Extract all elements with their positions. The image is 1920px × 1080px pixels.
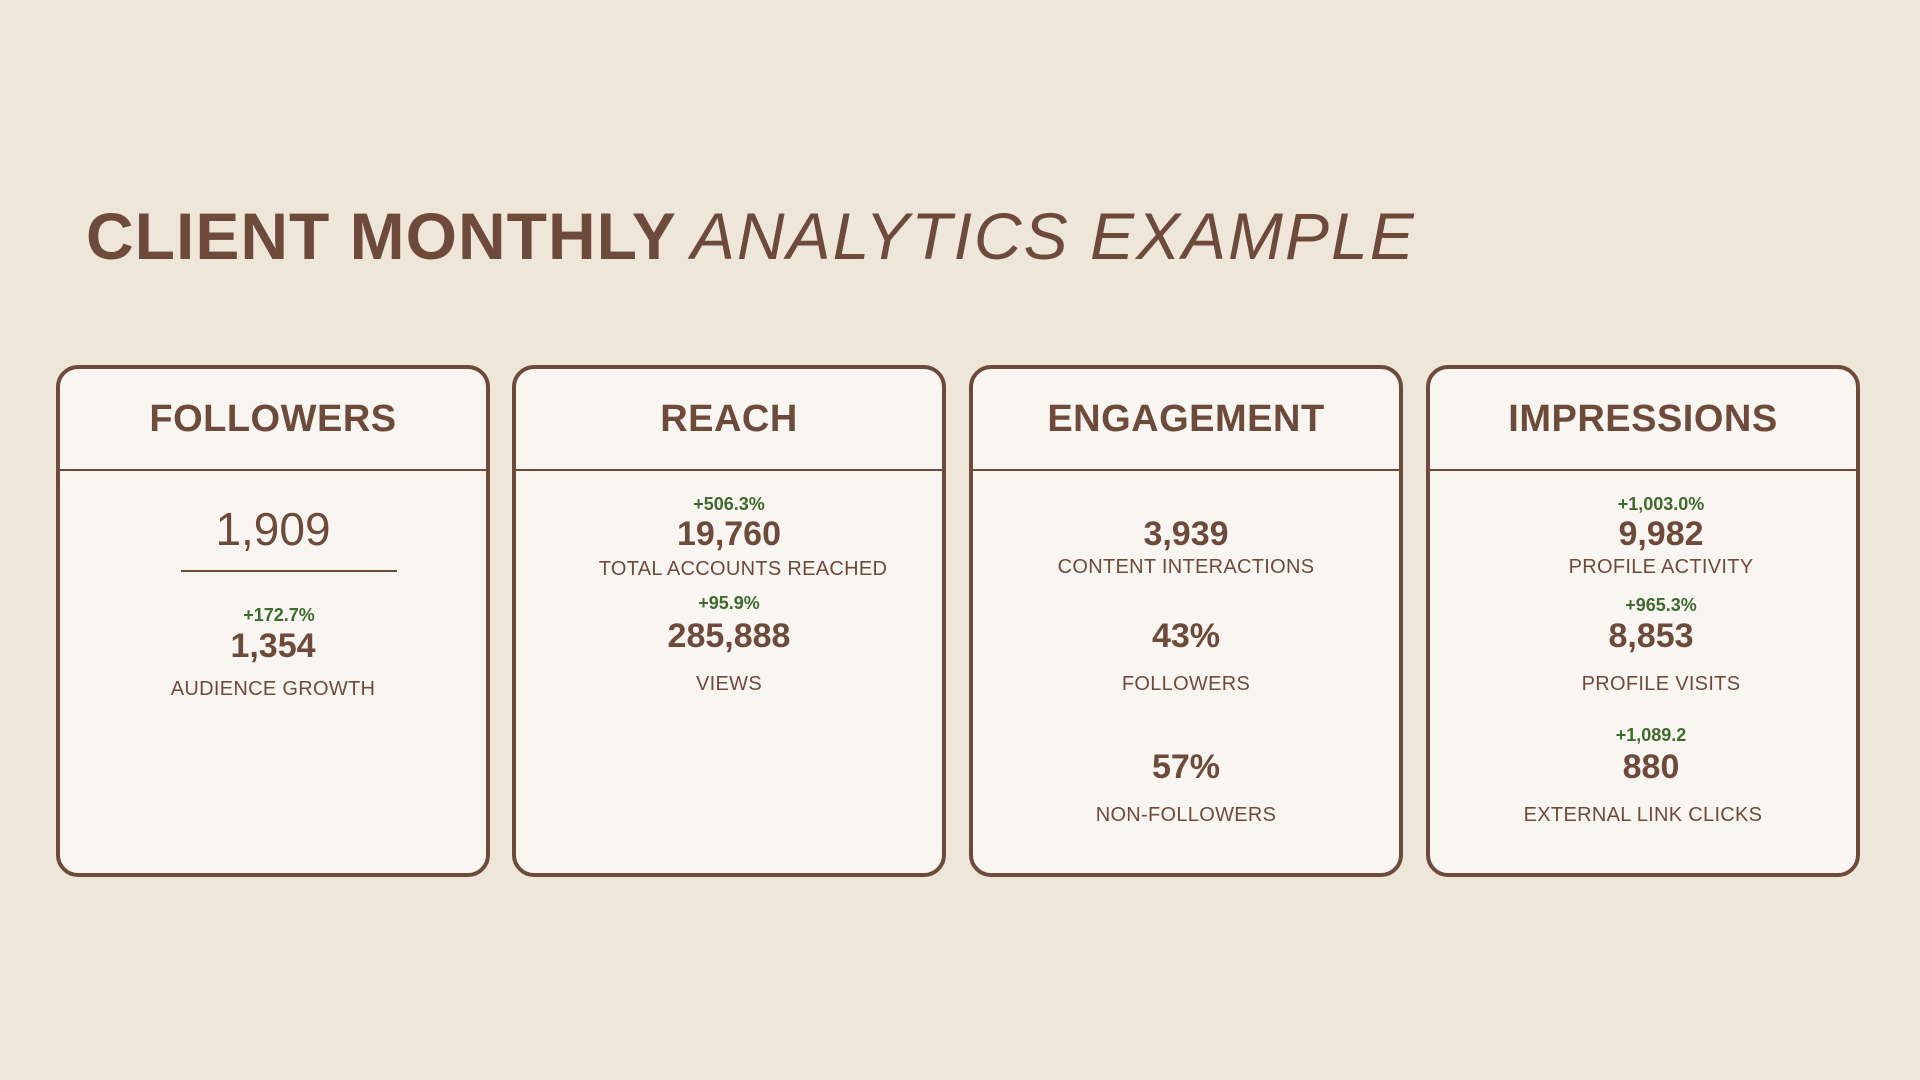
metric-label: PROFILE VISITS <box>1581 673 1741 695</box>
followers-card: FOLLOWERS 1,909 +172.7% 1,354 AUDIENCE G… <box>56 365 490 877</box>
metric-value: 57% <box>1151 748 1221 786</box>
metric-change: +95.9% <box>698 593 760 613</box>
followers-total: 1,909 <box>215 503 331 555</box>
metric-label: VIEWS <box>696 673 762 695</box>
card-header: REACH <box>516 369 942 471</box>
impressions-card: IMPRESSIONS +1,003.0% 9,982 PROFILE ACTI… <box>1426 365 1860 877</box>
metric-change: +1,003.0% <box>1617 494 1705 514</box>
metric-value: 9,982 <box>1618 515 1704 553</box>
card-title: ENGAGEMENT <box>1047 397 1325 440</box>
card-title: REACH <box>660 397 798 440</box>
metric-value: 8,853 <box>1608 617 1694 655</box>
metric-label: FOLLOWERS <box>1121 673 1251 695</box>
metric-label: AUDIENCE GROWTH <box>170 678 376 700</box>
metric-label: EXTERNAL LINK CLICKS <box>1523 804 1763 826</box>
metric-label: CONTENT INTERACTIONS <box>1057 556 1315 578</box>
metric-label: NON-FOLLOWERS <box>1095 804 1277 826</box>
metric-change: +1,089.2 <box>1615 725 1687 745</box>
metric-value: 1,354 <box>230 627 316 665</box>
card-header: ENGAGEMENT <box>973 369 1399 471</box>
metric-value: 285,888 <box>667 617 791 655</box>
page-title: CLIENT MONTHLY ANALYTICS EXAMPLE <box>86 196 1416 276</box>
page-title-bold: CLIENT MONTHLY <box>86 199 677 273</box>
engagement-card: ENGAGEMENT 3,939 CONTENT INTERACTIONS 43… <box>969 365 1403 877</box>
card-header: IMPRESSIONS <box>1430 369 1856 471</box>
metric-change: +965.3% <box>1625 595 1697 615</box>
divider <box>181 570 397 572</box>
metric-value: 3,939 <box>1143 515 1229 553</box>
metric-value: 19,760 <box>677 515 781 553</box>
card-header: FOLLOWERS <box>60 369 486 471</box>
reach-card: REACH +506.3% 19,760 TOTAL ACCOUNTS REAC… <box>512 365 946 877</box>
metric-value: 43% <box>1151 617 1221 655</box>
card-title: FOLLOWERS <box>149 397 397 440</box>
metric-value: 880 <box>1622 748 1680 786</box>
metric-label: PROFILE ACTIVITY <box>1568 556 1754 578</box>
card-title: IMPRESSIONS <box>1508 397 1778 440</box>
page-title-light: ANALYTICS EXAMPLE <box>690 199 1416 273</box>
metric-label: TOTAL ACCOUNTS REACHED <box>598 558 888 580</box>
metric-change: +506.3% <box>693 494 765 514</box>
metric-change: +172.7% <box>243 605 315 625</box>
